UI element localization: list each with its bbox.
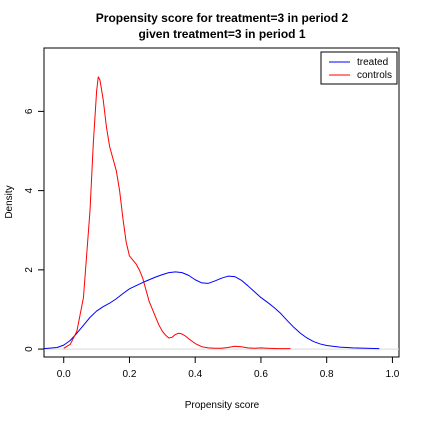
legend: treated controls [320, 51, 398, 85]
x-tick-label-0.4: 0.4 [188, 369, 202, 380]
y-axis-label: Density [4, 185, 15, 218]
x-tick-label-0.0: 0.0 [57, 369, 71, 380]
chart-title-line-1: Propensity score for treatment=3 in peri… [96, 11, 349, 25]
legend-label-treated: treated [357, 57, 388, 68]
x-axis-label: Propensity score [185, 400, 260, 411]
series-line-treated [43, 271, 380, 350]
x-tick-label-0.8: 0.8 [320, 369, 334, 380]
y-tick-label-0: 0 [24, 346, 35, 352]
legend-label-controls: controls [357, 70, 392, 81]
y-tick-label-4: 4 [24, 187, 35, 193]
x-tick-label-1.0: 1.0 [385, 369, 399, 380]
chart-title-line-2: given treatment=3 in period 1 [138, 27, 305, 41]
x-tick-label-0.2: 0.2 [123, 369, 137, 380]
y-tick-label-2: 2 [24, 267, 35, 273]
x-tick-label-0.6: 0.6 [254, 369, 268, 380]
legend-box [320, 51, 398, 85]
y-tick-label-6: 6 [24, 108, 35, 114]
series-line-controls [63, 76, 291, 350]
